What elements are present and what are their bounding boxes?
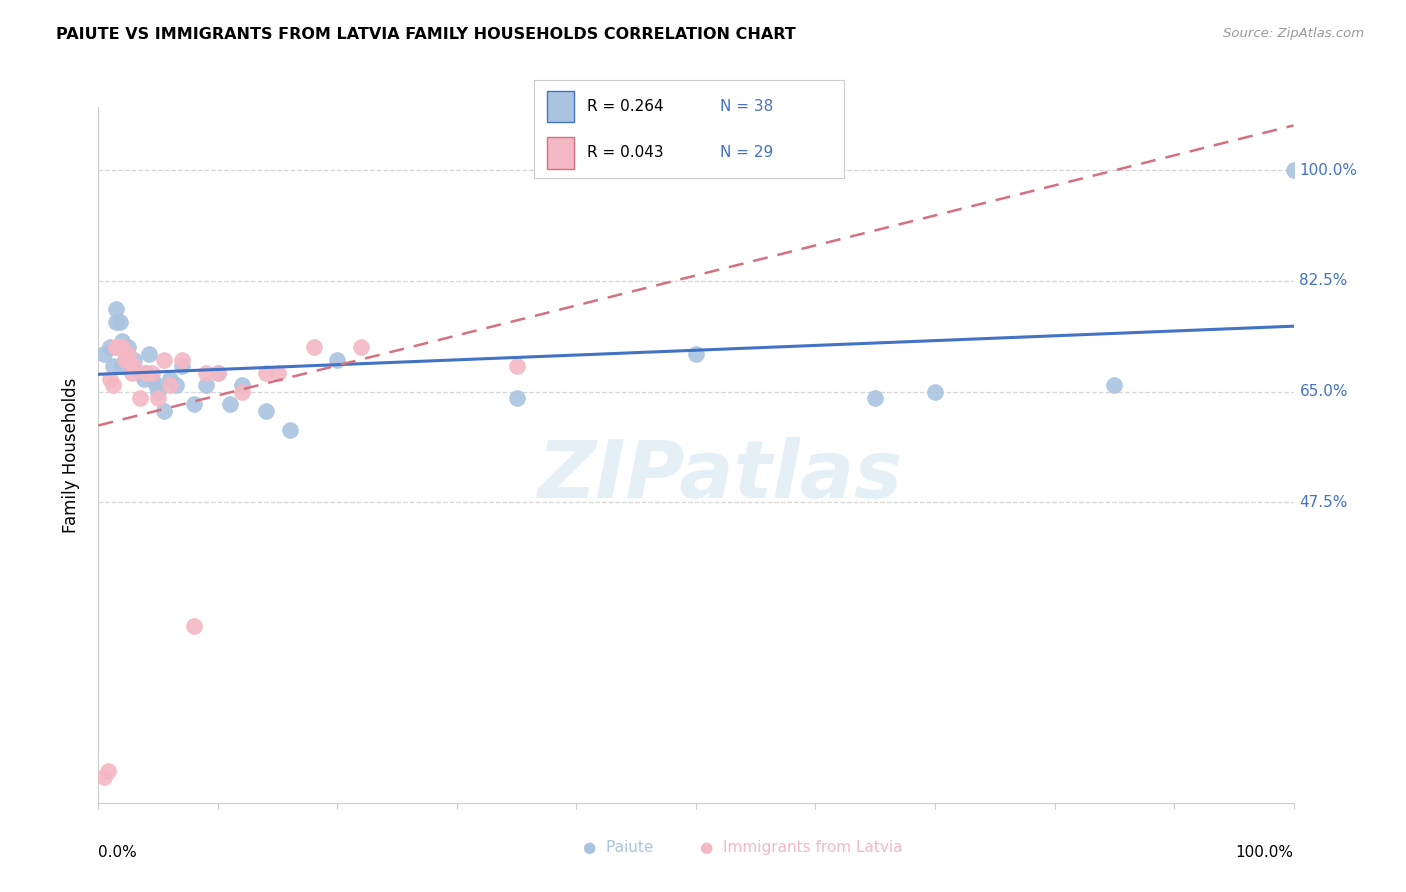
Point <box>121 359 143 374</box>
Point <box>105 302 128 317</box>
Point <box>302 340 325 354</box>
Point <box>148 384 170 399</box>
Point <box>194 366 217 380</box>
Point <box>1282 163 1305 178</box>
Point <box>93 771 115 785</box>
Text: PAIUTE VS IMMIGRANTS FROM LATVIA FAMILY HOUSEHOLDS CORRELATION CHART: PAIUTE VS IMMIGRANTS FROM LATVIA FAMILY … <box>56 27 796 42</box>
Point <box>153 353 176 368</box>
Text: R = 0.043: R = 0.043 <box>586 145 664 161</box>
FancyBboxPatch shape <box>547 91 575 122</box>
Point <box>183 618 205 632</box>
Point <box>1102 378 1125 392</box>
Point <box>121 366 143 380</box>
Point <box>207 366 229 380</box>
Point <box>278 423 301 437</box>
Text: ZIPatlas: ZIPatlas <box>537 437 903 515</box>
Point <box>924 384 946 399</box>
Point <box>93 347 115 361</box>
Point <box>124 353 146 368</box>
Point <box>231 384 253 399</box>
Point <box>194 378 217 392</box>
FancyBboxPatch shape <box>547 137 575 169</box>
Point <box>101 359 124 374</box>
Point <box>117 347 139 361</box>
Point <box>98 340 122 354</box>
Point <box>114 353 136 368</box>
Point <box>124 359 146 374</box>
Point <box>159 378 181 392</box>
Point <box>111 340 134 354</box>
Point <box>172 353 194 368</box>
Text: ●  Immigrants from Latvia: ● Immigrants from Latvia <box>700 840 903 855</box>
Point <box>111 359 134 374</box>
Point <box>117 347 139 361</box>
Point <box>863 391 886 405</box>
Text: R = 0.264: R = 0.264 <box>586 99 664 114</box>
Point <box>105 340 128 354</box>
Text: N = 38: N = 38 <box>720 99 773 114</box>
Point <box>135 366 157 380</box>
Text: 47.5%: 47.5% <box>1299 495 1348 510</box>
Text: N = 29: N = 29 <box>720 145 773 161</box>
Point <box>97 764 120 779</box>
Point <box>101 378 124 392</box>
Point <box>108 340 131 354</box>
Text: 82.5%: 82.5% <box>1299 274 1348 288</box>
Point <box>114 353 136 368</box>
Point <box>254 403 277 417</box>
Point <box>111 334 134 348</box>
Point <box>506 359 529 374</box>
Point <box>153 403 176 417</box>
Point <box>117 353 139 368</box>
Point <box>159 372 181 386</box>
Text: 100.0%: 100.0% <box>1299 163 1358 178</box>
Point <box>105 315 128 329</box>
Point <box>267 366 290 380</box>
Point <box>148 391 170 405</box>
Text: 0.0%: 0.0% <box>98 845 138 860</box>
Point <box>135 366 157 380</box>
Point <box>141 372 163 386</box>
Point <box>350 340 373 354</box>
Point <box>326 353 349 368</box>
Point <box>172 359 194 374</box>
Text: 65.0%: 65.0% <box>1299 384 1348 399</box>
Point <box>108 315 131 329</box>
Text: Source: ZipAtlas.com: Source: ZipAtlas.com <box>1223 27 1364 40</box>
Point <box>685 347 707 361</box>
Point <box>132 372 155 386</box>
Y-axis label: Family Households: Family Households <box>62 377 80 533</box>
Text: ●  Paiute: ● Paiute <box>583 840 654 855</box>
Point <box>145 378 167 392</box>
Point <box>117 340 139 354</box>
Point <box>231 378 253 392</box>
Point <box>506 391 529 405</box>
Point <box>254 366 277 380</box>
Point <box>129 366 152 380</box>
Point <box>183 397 205 411</box>
Point <box>207 366 229 380</box>
Point <box>105 340 128 354</box>
Text: 100.0%: 100.0% <box>1236 845 1294 860</box>
Point <box>165 378 187 392</box>
Point <box>98 372 122 386</box>
Point <box>219 397 242 411</box>
Point <box>138 347 160 361</box>
Point <box>129 391 152 405</box>
Point <box>141 366 163 380</box>
